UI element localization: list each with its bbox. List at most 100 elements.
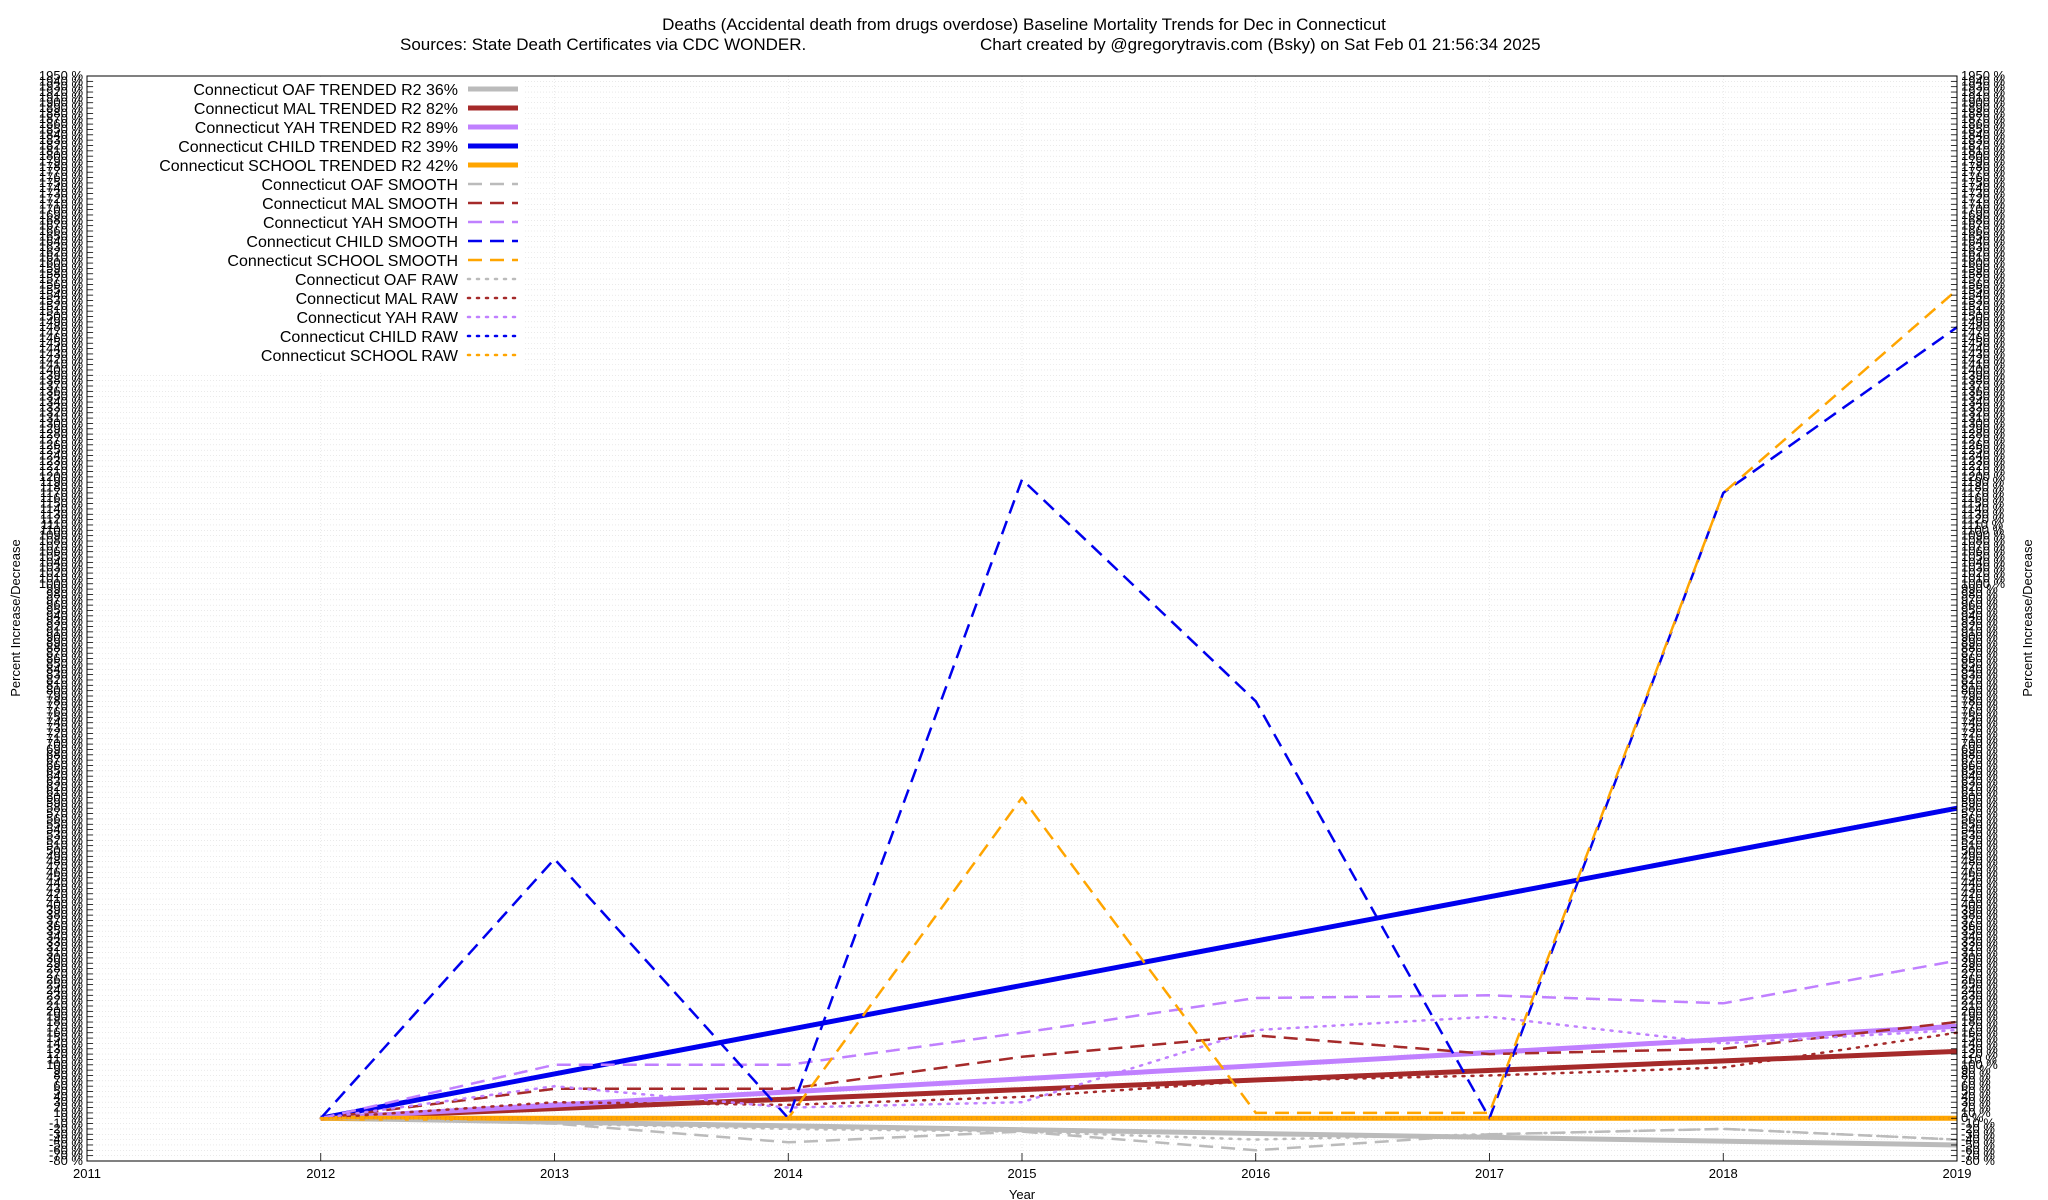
y-tick-label-right: 930 % [1961, 613, 1998, 628]
y-tick-label-right: 130 % [1961, 1041, 1998, 1056]
y-tick-label: 900 % [46, 629, 83, 644]
y-tick-label-right: 1730 % [1961, 186, 2006, 201]
y-tick-label: 110 % [47, 1051, 83, 1066]
y-tick-label: 420 % [46, 886, 83, 901]
y-tick-label-right: 190 % [1961, 1009, 1998, 1024]
y-tick-label: 260 % [46, 971, 83, 986]
y-tick-label-right: 1580 % [1961, 266, 2006, 281]
y-tick-label: 1350 % [39, 389, 84, 404]
y-tick-label-right: 550 % [1961, 816, 1998, 831]
y-tick-label-right: 360 % [1961, 918, 1998, 933]
y-tick-label: 30 % [53, 1094, 83, 1109]
series-line [319, 1031, 1959, 1120]
y-tick-label-right: 1540 % [1961, 287, 2006, 302]
y-tick-label-right: 940 % [1961, 608, 1998, 623]
y-tick-label-right: 610 % [1961, 784, 1998, 799]
y-tick-label: 990 % [46, 581, 83, 596]
x-tick-label: 2013 [540, 1166, 569, 1181]
y-tick-label: 1240 % [39, 447, 84, 462]
y-tick-label: 1750 % [39, 175, 84, 190]
y-tick-label-right: 1030 % [1961, 560, 2006, 575]
y-tick-label: 1470 % [39, 325, 84, 340]
y-tick-label: 160 % [46, 1025, 83, 1040]
y-tick-label-right: 1430 % [1961, 346, 2006, 361]
y-tick-label: 1160 % [40, 490, 84, 505]
y-tick-label-right: 860 % [1961, 651, 1998, 666]
y-tick-label-right: 1290 % [1961, 421, 2006, 436]
y-tick-label-right: 1530 % [1961, 292, 2006, 307]
y-tick-label: 1410 % [39, 357, 84, 372]
y-tick-label: 1380 % [39, 373, 84, 388]
y-tick-label: 1670 % [39, 218, 84, 233]
y-tick-label-right: 300 % [1961, 950, 1998, 965]
y-tick-label-right: 780 % [1961, 693, 1998, 708]
y-tick-label: 1800 % [39, 148, 84, 163]
y-tick-label-right: 1210 % [1961, 464, 2006, 479]
y-tick-label: -70 % [49, 1148, 83, 1163]
legend-label: Connecticut CHILD RAW [280, 329, 459, 346]
y-tick-label: 1910 % [39, 89, 84, 104]
y-tick-label-right: 630 % [1961, 774, 1998, 789]
series-line [320, 1023, 1958, 1121]
y-tick-label: 880 % [46, 640, 83, 655]
y-tick-label: 640 % [46, 768, 83, 783]
y-tick-label: 1830 % [39, 132, 84, 147]
y-tick-label: 240 % [46, 982, 83, 997]
y-tick-label-right: 1280 % [1961, 426, 2006, 441]
y-tick-label: 1660 % [39, 223, 84, 238]
y-tick-label-right: 440 % [1961, 875, 1998, 890]
y-tick-label: 1640 % [39, 234, 84, 249]
series-line [320, 1020, 1958, 1120]
y-tick-label-right: 410 % [1961, 891, 1998, 906]
y-tick-label-right: 1560 % [1961, 276, 2006, 291]
y-tick-label-right: 1350 % [1961, 389, 2006, 404]
legend-label: Connecticut YAH TRENDED R2 89% [195, 120, 458, 137]
y-tick-label-right: 1870 % [1961, 111, 2006, 126]
x-tick-label: 2019 [1943, 1166, 1972, 1181]
y-tick-label-right: 110 % [1961, 1051, 1997, 1066]
y-tick-label: 1020 % [39, 565, 84, 580]
y-tick-label-right: 1200 % [1961, 469, 2006, 484]
y-tick-label-right: 1610 % [1961, 250, 2006, 265]
y-tick-label: -80 % [49, 1153, 83, 1168]
y-tick-label-right: 470 % [1961, 859, 1998, 874]
y-tick-label: 290 % [46, 955, 83, 970]
y-tick-label: 1570 % [39, 271, 84, 286]
y-tick-label-right: 880 % [1961, 640, 1998, 655]
y-tick-label-right: 380 % [1961, 907, 1998, 922]
y-tick-label-right: 400 % [1961, 896, 1998, 911]
y-tick-label: 1620 % [39, 244, 84, 259]
legend-label: Connecticut MAL RAW [296, 291, 459, 308]
y-tick-label: 540 % [46, 822, 83, 837]
y-tick-label: 1320 % [39, 405, 84, 420]
y-tick-label-right: 1070 % [1961, 538, 2006, 553]
series-layer [319, 288, 1959, 1152]
y-tick-label: 790 % [46, 688, 83, 703]
y-tick-label-right: 1880 % [1961, 105, 2006, 120]
y-tick-label-right: 1760 % [1961, 170, 2006, 185]
y-tick-label-right: 730 % [1961, 720, 1998, 735]
y-tick-label: 210 % [46, 998, 83, 1013]
y-tick-label-right: 1390 % [1961, 367, 2006, 382]
y-tick-label: 1780 % [39, 159, 84, 174]
y-tick-label: -30 % [49, 1126, 83, 1141]
y-tick-label: 1340 % [39, 394, 84, 409]
y-tick-label: 650 % [46, 763, 83, 778]
y-tick-label: 1630 % [39, 239, 84, 254]
y-tick-label-right: 1860 % [1961, 116, 2006, 131]
y-tick-label-right: 1040 % [1961, 554, 2006, 569]
y-tick-label-right: 790 % [1961, 688, 1998, 703]
y-tick-label-right: 1830 % [1961, 132, 2006, 147]
y-tick-label-right: 560 % [1961, 811, 1998, 826]
y-tick-label: 1370 % [39, 378, 84, 393]
y-tick-label: 1790 % [39, 154, 84, 169]
y-axis-title-right: Percent Increase/Decrease [2020, 539, 2035, 697]
y-tick-label-right: 590 % [1961, 795, 1998, 810]
y-tick-label: 1200 % [39, 469, 84, 484]
y-tick-label-right: 1600 % [1961, 255, 2006, 270]
y-tick-label-right: 640 % [1961, 768, 1998, 783]
y-tick-label-right: 250 % [1961, 977, 1998, 992]
y-tick-label-right: 280 % [1961, 961, 1998, 976]
y-tick-label-right: 1820 % [1961, 137, 2006, 152]
y-tick-label: 940 % [46, 608, 83, 623]
